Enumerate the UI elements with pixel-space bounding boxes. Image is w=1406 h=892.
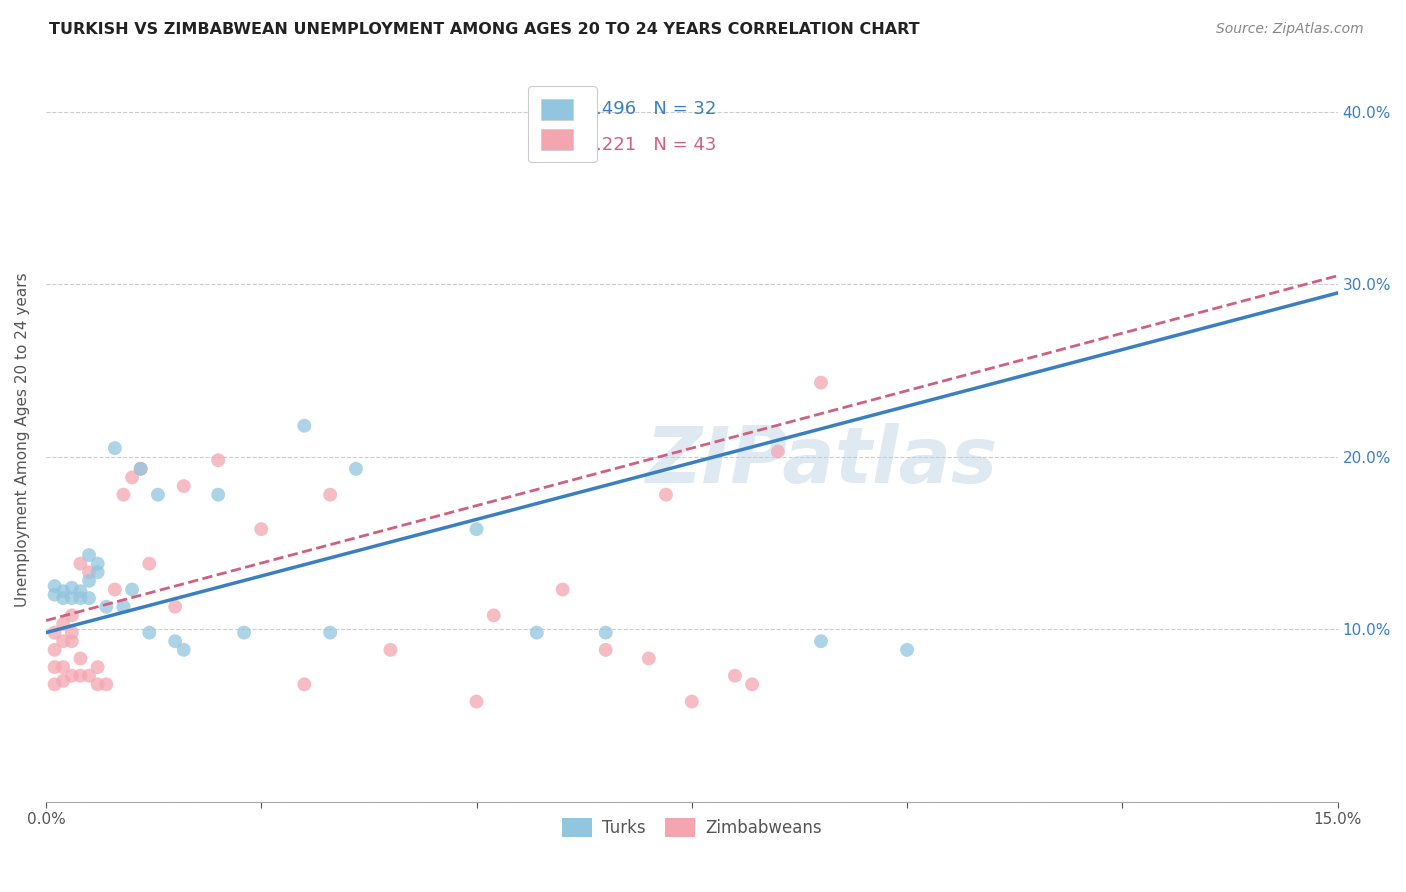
Point xyxy=(77,669,100,683)
Point xyxy=(207,488,229,502)
Point xyxy=(112,599,135,614)
Point xyxy=(138,557,160,571)
Point xyxy=(52,584,75,599)
Point xyxy=(129,462,152,476)
Point xyxy=(129,462,152,476)
Point xyxy=(637,651,659,665)
Point xyxy=(681,695,703,709)
Point xyxy=(69,669,91,683)
Point xyxy=(207,453,229,467)
Point xyxy=(292,677,315,691)
Point xyxy=(69,591,91,606)
Point xyxy=(44,579,66,593)
Point xyxy=(173,479,195,493)
Point xyxy=(86,677,108,691)
Point xyxy=(96,599,118,614)
Point xyxy=(52,617,75,632)
Point xyxy=(77,591,100,606)
Point xyxy=(465,695,488,709)
Point xyxy=(121,582,143,597)
Point xyxy=(104,582,127,597)
Point xyxy=(44,677,66,691)
Point xyxy=(165,599,187,614)
Point xyxy=(112,488,135,502)
Point xyxy=(146,488,169,502)
Point xyxy=(86,660,108,674)
Point xyxy=(60,669,83,683)
Point xyxy=(69,651,91,665)
Legend: Turks, Zimbabweans: Turks, Zimbabweans xyxy=(555,812,828,844)
Point xyxy=(60,634,83,648)
Point xyxy=(96,677,118,691)
Point xyxy=(173,643,195,657)
Point xyxy=(896,643,918,657)
Point xyxy=(77,574,100,588)
Point xyxy=(121,470,143,484)
Point xyxy=(344,462,367,476)
Point xyxy=(77,548,100,562)
Point xyxy=(44,660,66,674)
Point xyxy=(138,625,160,640)
Text: Source: ZipAtlas.com: Source: ZipAtlas.com xyxy=(1216,22,1364,37)
Point xyxy=(60,591,83,606)
Point xyxy=(810,376,832,390)
Point xyxy=(250,522,273,536)
Point xyxy=(595,625,617,640)
Point xyxy=(526,625,548,640)
Point xyxy=(44,588,66,602)
Point xyxy=(319,625,342,640)
Point xyxy=(52,591,75,606)
Point xyxy=(766,444,789,458)
Point xyxy=(52,660,75,674)
Point xyxy=(44,625,66,640)
Point xyxy=(86,566,108,580)
Point xyxy=(69,557,91,571)
Text: R =  0.496   N = 32: R = 0.496 N = 32 xyxy=(540,100,716,118)
Point xyxy=(77,566,100,580)
Point xyxy=(595,643,617,657)
Point xyxy=(319,488,342,502)
Text: ZIPatlas: ZIPatlas xyxy=(645,423,997,500)
Point xyxy=(44,643,66,657)
Point xyxy=(741,677,763,691)
Point xyxy=(482,608,505,623)
Point xyxy=(380,643,402,657)
Point xyxy=(60,581,83,595)
Point xyxy=(724,669,747,683)
Point xyxy=(233,625,256,640)
Y-axis label: Unemployment Among Ages 20 to 24 years: Unemployment Among Ages 20 to 24 years xyxy=(15,272,30,607)
Point xyxy=(165,634,187,648)
Text: TURKISH VS ZIMBABWEAN UNEMPLOYMENT AMONG AGES 20 TO 24 YEARS CORRELATION CHART: TURKISH VS ZIMBABWEAN UNEMPLOYMENT AMONG… xyxy=(49,22,920,37)
Point xyxy=(60,625,83,640)
Point xyxy=(52,673,75,688)
Point xyxy=(655,488,678,502)
Point xyxy=(810,634,832,648)
Point xyxy=(52,634,75,648)
Text: R =  0.221   N = 43: R = 0.221 N = 43 xyxy=(540,136,716,154)
Point xyxy=(292,418,315,433)
Point xyxy=(551,582,574,597)
Point xyxy=(86,557,108,571)
Point xyxy=(104,441,127,455)
Point xyxy=(69,584,91,599)
Point xyxy=(60,608,83,623)
Point xyxy=(465,522,488,536)
